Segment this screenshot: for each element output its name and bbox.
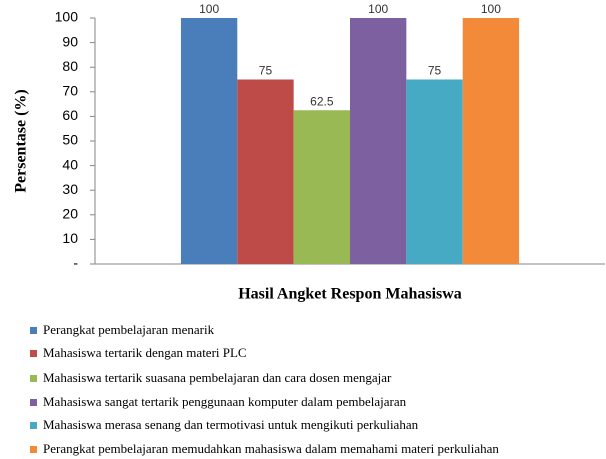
- legend-swatch: [30, 399, 37, 406]
- bar: [462, 18, 520, 264]
- y-tick-label: 70: [62, 83, 78, 99]
- y-axis-title: Persentase (%): [13, 89, 30, 193]
- legend-label: Perangkat pembelajaran menarik: [43, 322, 215, 337]
- bar: [180, 18, 238, 264]
- data-label: 100: [199, 2, 219, 16]
- legend-label: Perangkat pembelajaran memudahkan mahasi…: [43, 441, 499, 456]
- data-label: 75: [259, 64, 273, 78]
- legend-label: Mahasiswa tertarik dengan materi PLC: [43, 345, 247, 360]
- y-tick-label: 60: [62, 107, 78, 123]
- legend-label: Mahasiswa merasa senang dan termotivasi …: [43, 417, 419, 432]
- y-tick-label: -: [73, 255, 78, 271]
- data-label: 100: [481, 2, 501, 16]
- data-label: 75: [428, 64, 442, 78]
- bar: [237, 79, 294, 264]
- y-tick-label: 20: [62, 206, 78, 222]
- bar: [350, 18, 407, 264]
- legend-swatch: [30, 350, 37, 357]
- bar: [406, 79, 463, 264]
- data-label: 62.5: [310, 94, 334, 108]
- y-tick-label: 30: [62, 181, 78, 197]
- legend-swatch: [30, 327, 37, 334]
- legend-swatch: [30, 446, 37, 453]
- y-tick-label: 100: [55, 9, 79, 25]
- y-tick-label: 50: [62, 132, 78, 148]
- legend-label: Mahasiswa tertarik suasana pembelajaran …: [43, 370, 392, 385]
- bar: [293, 110, 350, 264]
- legend-swatch: [30, 375, 37, 382]
- y-tick-label: 90: [62, 33, 78, 49]
- y-tick-label: 40: [62, 156, 78, 172]
- y-tick-label: 10: [62, 230, 78, 246]
- legend-label: Mahasiswa sangat tertarik penggunaan kom…: [43, 394, 407, 409]
- legend-swatch: [30, 422, 37, 429]
- data-label: 100: [368, 2, 388, 16]
- x-axis-title: Hasil Angket Respon Mahasiswa: [238, 286, 462, 303]
- y-tick-label: 80: [62, 58, 78, 74]
